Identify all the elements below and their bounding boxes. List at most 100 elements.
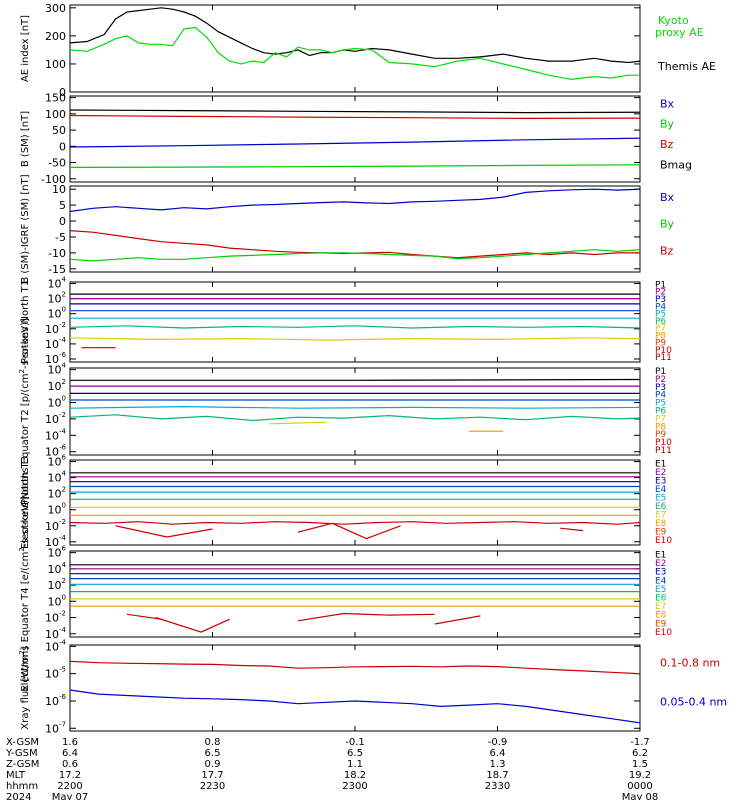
x-axis-value: 18.2 [344, 770, 366, 781]
x-axis-row-label: MLT [6, 770, 26, 781]
x-axis-value: 0.6 [62, 759, 78, 770]
y-tick-label: 10-2 [45, 518, 66, 533]
legend-entry: E1 [655, 459, 666, 469]
y-tick-label: -50 [48, 157, 66, 170]
y-tick-label: 0 [59, 140, 66, 153]
x-axis-value: 0.9 [205, 759, 221, 770]
series-line-bx [69, 188, 641, 213]
y-tick-label: 10-6 [45, 351, 67, 366]
x-axis-value: May 07 [52, 792, 89, 800]
x-axis-value: 2330 [485, 781, 510, 792]
y-tick-label: 102 [48, 291, 66, 306]
y-tick-label: 10-4 [45, 427, 67, 442]
legend-entry: E8 [655, 611, 667, 621]
legend-entry: P4 [655, 391, 666, 401]
legend-entry: E9 [655, 619, 667, 629]
series-line-e9 [69, 521, 641, 525]
series-line-e10 [115, 525, 213, 538]
legend-entry: E8 [655, 519, 667, 529]
y-tick-label: -100 [41, 173, 66, 186]
legend-entry: P1 [655, 367, 666, 377]
y-tick-label: 106 [48, 454, 67, 469]
legend-entry: proxy AE [655, 26, 704, 39]
legend-entry: P8 [655, 331, 666, 341]
y-axis-label: Protons Equator T2 [p/(cm2-s-sr-keV)] [18, 318, 31, 505]
panel-frame-5 [69, 367, 641, 456]
y-tick-label: 104 [48, 362, 67, 377]
series-line-e9d [434, 615, 481, 625]
legend-entry: Bx [660, 97, 675, 110]
legend-entry: E7 [655, 602, 666, 612]
legend-entry: 0.1-0.8 nm [660, 657, 720, 670]
legend-entry: E10 [655, 536, 672, 546]
series-line-e10b [297, 522, 401, 540]
x-axis-value: 1.6 [62, 737, 78, 748]
legend-entry: E6 [655, 593, 667, 603]
y-tick-label: 300 [45, 2, 66, 15]
legend-entry: P5 [655, 310, 666, 320]
series-line-e10c [560, 527, 584, 532]
series-line-by [69, 249, 641, 262]
series-line-p1 [70, 378, 641, 381]
x-axis-value: 2300 [342, 781, 367, 792]
legend-entry: P1 [655, 280, 666, 290]
x-axis-value: 2230 [200, 781, 225, 792]
y-tick-label: 0 [59, 215, 66, 228]
legend-entry: E6 [655, 502, 667, 512]
y-axis-label: Protons North T1 [20, 280, 31, 364]
legend-entry: E5 [655, 585, 666, 595]
y-tick-label: 10-7 [45, 720, 66, 735]
x-axis-row-label: 2024 [6, 792, 31, 800]
x-axis-value: 6.4 [62, 748, 78, 759]
legend-entry: E2 [655, 559, 666, 569]
y-tick-label: 10-2 [45, 411, 66, 426]
y-tick-label: 106 [48, 545, 67, 560]
y-axis-label: B (SM) [nT] [20, 111, 31, 167]
legend-entry: Bx [660, 191, 675, 204]
series-line-bx [69, 137, 641, 148]
series-line-0-05-0-4-nm [69, 689, 641, 724]
legend-entry: P6 [655, 406, 666, 416]
y-tick-label: 50 [52, 124, 66, 137]
legend-entry: 0.05-0.4 nm [660, 696, 727, 709]
x-axis-row-label: X-GSM [6, 737, 39, 748]
legend-entry: E9 [655, 527, 667, 537]
legend-entry: P3 [655, 383, 666, 393]
x-axis-value: 0.8 [205, 737, 221, 748]
legend-entry: P2 [655, 375, 666, 385]
y-tick-label: 100 [48, 593, 66, 608]
legend-entry: By [660, 118, 675, 131]
legend-entry: P7 [655, 324, 666, 334]
y-tick-label: -15 [48, 263, 66, 276]
series-line-bz [69, 114, 641, 120]
y-tick-label: 5 [59, 199, 66, 212]
x-axis-value: 1.1 [347, 759, 363, 770]
legend-entry: Bmag [660, 159, 692, 172]
y-tick-label: 10 [52, 183, 66, 196]
y-tick-label: 0 [59, 86, 66, 99]
legend-entry: E3 [655, 476, 666, 486]
x-axis-row-label: Z-GSM [6, 759, 39, 770]
x-axis-value: 1.3 [490, 759, 506, 770]
legend-entry: P11 [655, 353, 672, 363]
y-tick-label: 100 [48, 306, 66, 321]
y-tick-label: 102 [48, 577, 66, 592]
legend-entry: E7 [655, 510, 666, 520]
series-line-p5 [69, 405, 641, 409]
legend-entry: P10 [655, 438, 672, 448]
series-line-themis-ae [69, 7, 641, 64]
x-axis-value: -0.1 [345, 737, 365, 748]
x-axis-value: 18.7 [486, 770, 508, 781]
legend-entry: E2 [655, 468, 666, 478]
x-axis-value: 6.5 [347, 748, 363, 759]
y-tick-label: 100 [48, 394, 66, 409]
x-axis-value: 0000 [627, 781, 652, 792]
legend-entry: E10 [655, 628, 672, 638]
legend-entry: P2 [655, 288, 666, 298]
series-line-p7 [269, 421, 327, 425]
series-line-kyoto-proxy-ae [69, 26, 640, 81]
legend-entry: Bz [660, 245, 674, 258]
y-tick-label: 104 [48, 561, 67, 576]
y-axis-label: Electrons North T3 [20, 456, 31, 549]
